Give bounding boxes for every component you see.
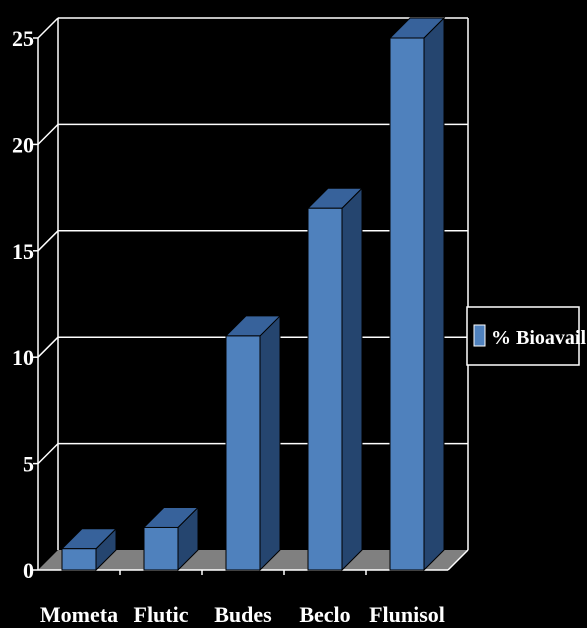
bar-side [259, 314, 281, 572]
gridline-side [37, 17, 59, 39]
bar-front [61, 548, 97, 571]
bar-front [225, 335, 261, 571]
bar-front [389, 37, 425, 571]
legend-box [466, 306, 580, 366]
legend: % Bioavail [466, 306, 586, 366]
bar-side [341, 187, 363, 572]
bar [306, 187, 364, 572]
x-category-label: Beclo [299, 602, 350, 627]
bar-side [423, 16, 445, 572]
y-tick-label: 10 [12, 345, 34, 370]
y-tick-label: 15 [12, 239, 34, 264]
floor-right-edge [447, 549, 469, 571]
bar-front [143, 526, 179, 571]
bar [388, 16, 446, 572]
y-tick-label: 5 [23, 452, 34, 477]
bar [60, 527, 118, 572]
axes [33, 18, 469, 575]
gridline-side [37, 123, 59, 145]
gridline-side [37, 443, 59, 465]
legend-label: % Bioavail [491, 327, 586, 349]
x-category-label: Mometa [40, 602, 118, 627]
x-category-label: Flunisol [369, 602, 445, 627]
x-category-label: Budes [214, 602, 272, 627]
y-tick-label: 25 [12, 26, 34, 51]
y-tick-label: 20 [12, 132, 34, 157]
gridline-side [37, 230, 59, 252]
x-category-label: Flutic [134, 602, 189, 627]
x-category-labels: Mometa Flutic Budes Beclo Flunisol [40, 602, 445, 627]
y-tick-labels: 0 5 10 15 20 25 [12, 26, 34, 583]
bar [142, 506, 200, 572]
bar [224, 314, 282, 572]
y-tick-label: 0 [23, 558, 34, 583]
gridline-side [37, 336, 59, 358]
bar-front [307, 207, 343, 571]
legend-swatch [473, 324, 486, 347]
bars [60, 16, 446, 572]
